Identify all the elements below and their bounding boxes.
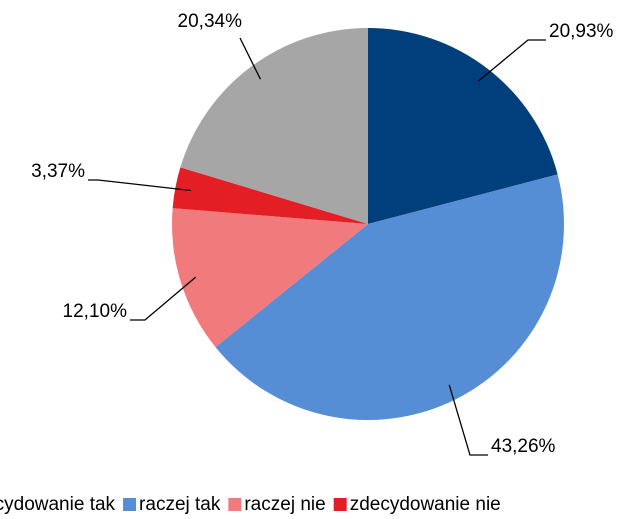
pie-slice <box>215 174 565 420</box>
pie-slice <box>368 28 558 224</box>
pie-slice <box>180 27 368 225</box>
leader-line <box>477 39 546 82</box>
legend-label: zdecydowanie tak <box>0 494 116 515</box>
pie-slice <box>172 208 368 348</box>
leader-line <box>448 384 488 456</box>
legend-label: raczej tak <box>139 494 221 515</box>
legend-label: raczej nie <box>244 494 325 515</box>
legend-swatch <box>228 498 242 511</box>
data-label: 12,10% <box>63 301 128 322</box>
data-label: 20,34% <box>178 11 243 32</box>
data-label: 3,37% <box>31 161 85 182</box>
leader-line <box>88 179 191 192</box>
legend-swatch <box>123 498 137 511</box>
leader-line <box>239 37 262 80</box>
legend-label: zdecydowanie nie <box>350 494 501 515</box>
pie-slice <box>172 167 368 224</box>
data-label: 43,26% <box>491 436 556 457</box>
leader-line <box>130 276 197 321</box>
legend-swatch <box>333 498 347 511</box>
data-label: 20,93% <box>549 21 614 42</box>
